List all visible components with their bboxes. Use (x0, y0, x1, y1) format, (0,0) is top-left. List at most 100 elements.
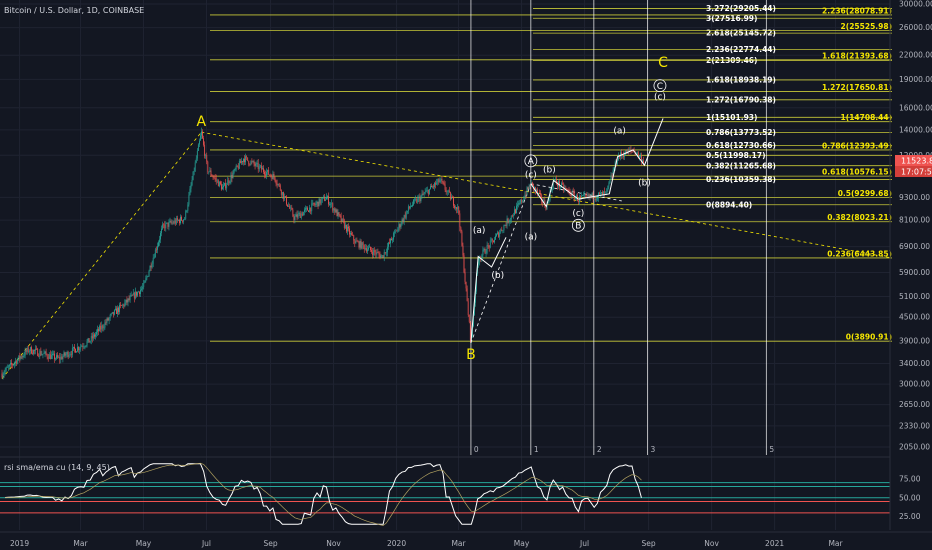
trend-line-resistance (201, 131, 891, 258)
candle-body (94, 334, 95, 337)
candle-body (276, 183, 278, 185)
candle-body (584, 194, 586, 196)
candle-body (71, 347, 73, 355)
candle-body (453, 197, 454, 206)
candle-body (133, 292, 135, 299)
candle-body (113, 309, 115, 315)
candle-body (582, 195, 584, 197)
candle-body (255, 163, 257, 166)
candle-body (192, 171, 194, 180)
candle-body (341, 218, 343, 222)
candle-body (570, 194, 572, 197)
y-tick-label: 3900.00 (899, 336, 930, 345)
fib-yellow-label: 1.272(17650.81) (822, 83, 892, 92)
candle-body (488, 245, 490, 248)
candle-body (257, 162, 259, 170)
candle-body (232, 173, 234, 179)
wave-label-major: B (466, 347, 476, 363)
candle-body (57, 355, 59, 358)
rsi-pane[interactable] (0, 456, 890, 526)
candle-body (222, 187, 223, 190)
candle-body (91, 336, 93, 339)
candle-body (60, 356, 62, 360)
candle-body (161, 228, 162, 234)
candle-body (21, 356, 23, 358)
candle-body (637, 152, 639, 158)
x-tick-label: Nov (704, 539, 719, 548)
candle-body (280, 190, 282, 195)
candle-body (318, 198, 320, 207)
candle-body (455, 207, 456, 208)
y-tick-label: 3400.00 (899, 359, 930, 368)
candle-body (451, 197, 452, 200)
y-tick-label: 9300.00 (899, 193, 930, 202)
candle-body (433, 186, 434, 188)
candle-body (605, 191, 607, 193)
candle-body (613, 168, 615, 171)
candle-body (90, 336, 92, 342)
candle-body (302, 212, 304, 216)
candle-body (195, 158, 197, 163)
candle-body (340, 215, 342, 222)
wave-label-minor: (c) (654, 93, 666, 103)
candle-body (529, 185, 531, 187)
candle-body (403, 215, 405, 222)
candle-body (130, 295, 132, 297)
candle-body (277, 184, 279, 185)
candle-body (545, 206, 547, 210)
wave-label-minor: (b) (638, 178, 651, 188)
candle-body (311, 203, 313, 212)
candle-body (62, 356, 64, 360)
candle-body (243, 158, 244, 163)
candle-body (56, 355, 57, 359)
candle-body (602, 192, 603, 196)
candle-body (139, 291, 140, 295)
candle-body (378, 252, 380, 255)
y-tick-label: 2050.00 (899, 443, 930, 452)
candle-body (234, 169, 236, 171)
candle-body (172, 222, 174, 224)
candle-body (226, 184, 228, 189)
candle-body (511, 215, 513, 217)
candle-body (466, 288, 468, 302)
y-tick-label: 2330.00 (899, 421, 930, 430)
candle-body (189, 188, 191, 196)
candle-body (568, 190, 570, 192)
candle-body (248, 160, 250, 165)
candle-body (591, 193, 593, 197)
candle-body (477, 264, 479, 274)
candle-body (299, 213, 301, 218)
candle-body (110, 313, 112, 316)
candle-body (587, 194, 589, 197)
candle-body (369, 246, 370, 248)
candle-body (486, 245, 488, 253)
candle-body (19, 355, 21, 359)
candle-body (523, 198, 525, 201)
x-tick-label: 2021 (765, 539, 784, 548)
candle-body (334, 208, 336, 213)
fib-white-label: 2(21309.46) (706, 56, 757, 65)
candle-body (520, 199, 522, 204)
candle-body (193, 171, 195, 172)
candle-body (321, 197, 323, 200)
candle-body (567, 189, 569, 191)
time-zone-label: 1 (534, 445, 539, 454)
candle-body (509, 219, 511, 222)
candle-body (482, 249, 484, 256)
candle-body (390, 238, 391, 244)
candle-body (32, 353, 33, 355)
candle-body (46, 354, 48, 358)
candle-body (134, 291, 136, 299)
wave-path-a (470, 237, 507, 343)
candle-body (360, 240, 362, 249)
candle-body (92, 334, 94, 339)
candle-body (347, 226, 348, 232)
rsi-signal-line (5, 462, 642, 526)
candle-body (428, 188, 430, 195)
candle-body (444, 184, 446, 190)
candle-body (296, 214, 298, 218)
candle-body (24, 350, 26, 356)
candle-body (317, 201, 319, 207)
candle-body (380, 255, 382, 258)
